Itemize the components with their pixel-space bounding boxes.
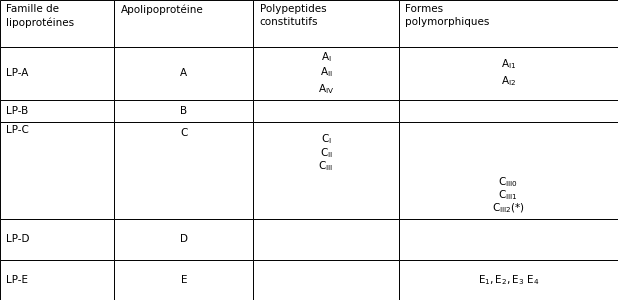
Text: $\mathrm{C}_{\mathrm{III}}$: $\mathrm{C}_{\mathrm{III}}$ — [318, 159, 334, 173]
Bar — [114, 122, 253, 219]
Text: $\mathrm{C}_{\mathrm{III0}}$: $\mathrm{C}_{\mathrm{III0}}$ — [498, 175, 519, 189]
Text: $\mathrm{C}_{\mathrm{I}}$: $\mathrm{C}_{\mathrm{I}}$ — [321, 132, 331, 146]
Bar — [114, 46, 253, 100]
Bar — [253, 122, 399, 219]
Text: LP-B: LP-B — [6, 106, 28, 116]
Text: Apolipoprotéine: Apolipoprotéine — [121, 4, 203, 15]
Text: $\mathrm{A}_{\mathrm{I}}$: $\mathrm{A}_{\mathrm{I}}$ — [321, 50, 331, 64]
Bar — [253, 100, 399, 122]
Text: LP-E: LP-E — [6, 275, 28, 285]
Bar — [0, 46, 114, 100]
Bar — [253, 260, 399, 300]
Text: $\mathrm{C}_{\mathrm{II}}$: $\mathrm{C}_{\mathrm{II}}$ — [320, 146, 332, 160]
Bar — [0, 100, 114, 122]
Text: $\mathrm{C}_{\mathrm{III2}}(*)$: $\mathrm{C}_{\mathrm{III2}}(*)$ — [492, 202, 525, 215]
Text: D: D — [180, 234, 188, 244]
Bar — [0, 219, 114, 260]
Bar — [114, 219, 253, 260]
Text: $\mathrm{A}_{\mathrm{IV}}$: $\mathrm{A}_{\mathrm{IV}}$ — [318, 82, 334, 95]
Text: A: A — [180, 68, 187, 79]
Text: $\mathrm{A}_{\mathrm{I2}}$: $\mathrm{A}_{\mathrm{I2}}$ — [501, 75, 516, 88]
Bar — [253, 0, 399, 46]
Bar — [399, 219, 618, 260]
Bar — [253, 46, 399, 100]
Text: LP-C: LP-C — [6, 125, 29, 135]
Text: C: C — [180, 128, 187, 138]
Text: Polypeptides
constitutifs: Polypeptides constitutifs — [260, 4, 326, 27]
Text: $\mathrm{E}_1,\mathrm{E}_2,\mathrm{E}_3\ \mathrm{E}_4$: $\mathrm{E}_1,\mathrm{E}_2,\mathrm{E}_3\… — [478, 273, 539, 287]
Bar — [0, 260, 114, 300]
Text: $\mathrm{C}_{\mathrm{III1}}$: $\mathrm{C}_{\mathrm{III1}}$ — [499, 189, 518, 202]
Bar — [399, 122, 618, 219]
Text: LP-D: LP-D — [6, 234, 30, 244]
Bar — [0, 0, 114, 46]
Bar — [399, 100, 618, 122]
Text: Formes
polymorphiques: Formes polymorphiques — [405, 4, 489, 27]
Bar — [399, 0, 618, 46]
Bar — [399, 260, 618, 300]
Text: E: E — [180, 275, 187, 285]
Bar — [114, 100, 253, 122]
Text: LP-A: LP-A — [6, 68, 28, 79]
Bar — [114, 0, 253, 46]
Text: Famille de
lipoprotéines: Famille de lipoprotéines — [6, 4, 74, 28]
Text: $\mathrm{A}_{\mathrm{II}}$: $\mathrm{A}_{\mathrm{II}}$ — [320, 65, 332, 79]
Bar — [114, 260, 253, 300]
Text: B: B — [180, 106, 187, 116]
Text: $\mathrm{A}_{\mathrm{I1}}$: $\mathrm{A}_{\mathrm{I1}}$ — [501, 57, 516, 71]
Bar — [253, 219, 399, 260]
Bar — [0, 122, 114, 219]
Bar — [399, 46, 618, 100]
